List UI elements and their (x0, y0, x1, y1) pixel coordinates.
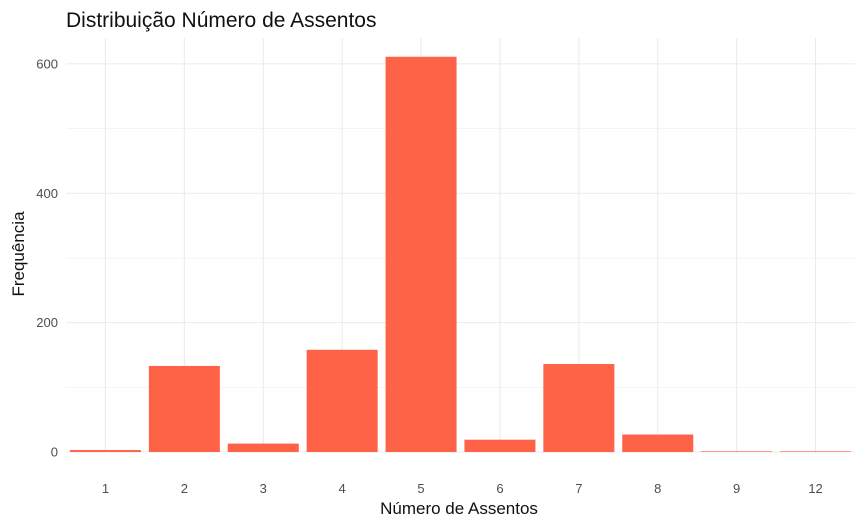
x-tick-label: 1 (102, 481, 109, 496)
x-tick-label: 2 (181, 481, 188, 496)
x-axis-title: Número de Assentos (380, 499, 538, 518)
x-tick-label: 8 (654, 481, 661, 496)
x-tick-label: 7 (575, 481, 582, 496)
bar-9 (701, 451, 773, 452)
bar-4 (306, 349, 378, 452)
bar-7 (543, 364, 615, 452)
y-tick-label: 600 (36, 56, 58, 71)
y-ticks-layer: 0 200 400 600 (36, 56, 58, 459)
y-tick-label: 200 (36, 315, 58, 330)
y-axis-title: Frequência (9, 211, 28, 297)
bar-12 (780, 451, 852, 452)
bar-5 (385, 56, 457, 453)
bar-6 (464, 439, 536, 452)
bars-layer (69, 56, 852, 453)
x-tick-label: 3 (260, 481, 267, 496)
bar-8 (622, 434, 694, 452)
y-tick-label: 400 (36, 186, 58, 201)
x-tick-label: 5 (417, 481, 424, 496)
bar-1 (69, 450, 141, 452)
x-ticks-layer: 1 2 3 4 5 6 7 8 9 12 (102, 481, 823, 496)
y-tick-label: 0 (51, 445, 58, 460)
x-tick-label: 9 (733, 481, 740, 496)
bar-2 (148, 365, 220, 452)
x-tick-label: 4 (339, 481, 346, 496)
x-tick-label: 6 (496, 481, 503, 496)
chart-title: Distribuição Número de Assentos (66, 9, 376, 32)
x-tick-label: 12 (808, 481, 822, 496)
bar-3 (227, 443, 299, 452)
